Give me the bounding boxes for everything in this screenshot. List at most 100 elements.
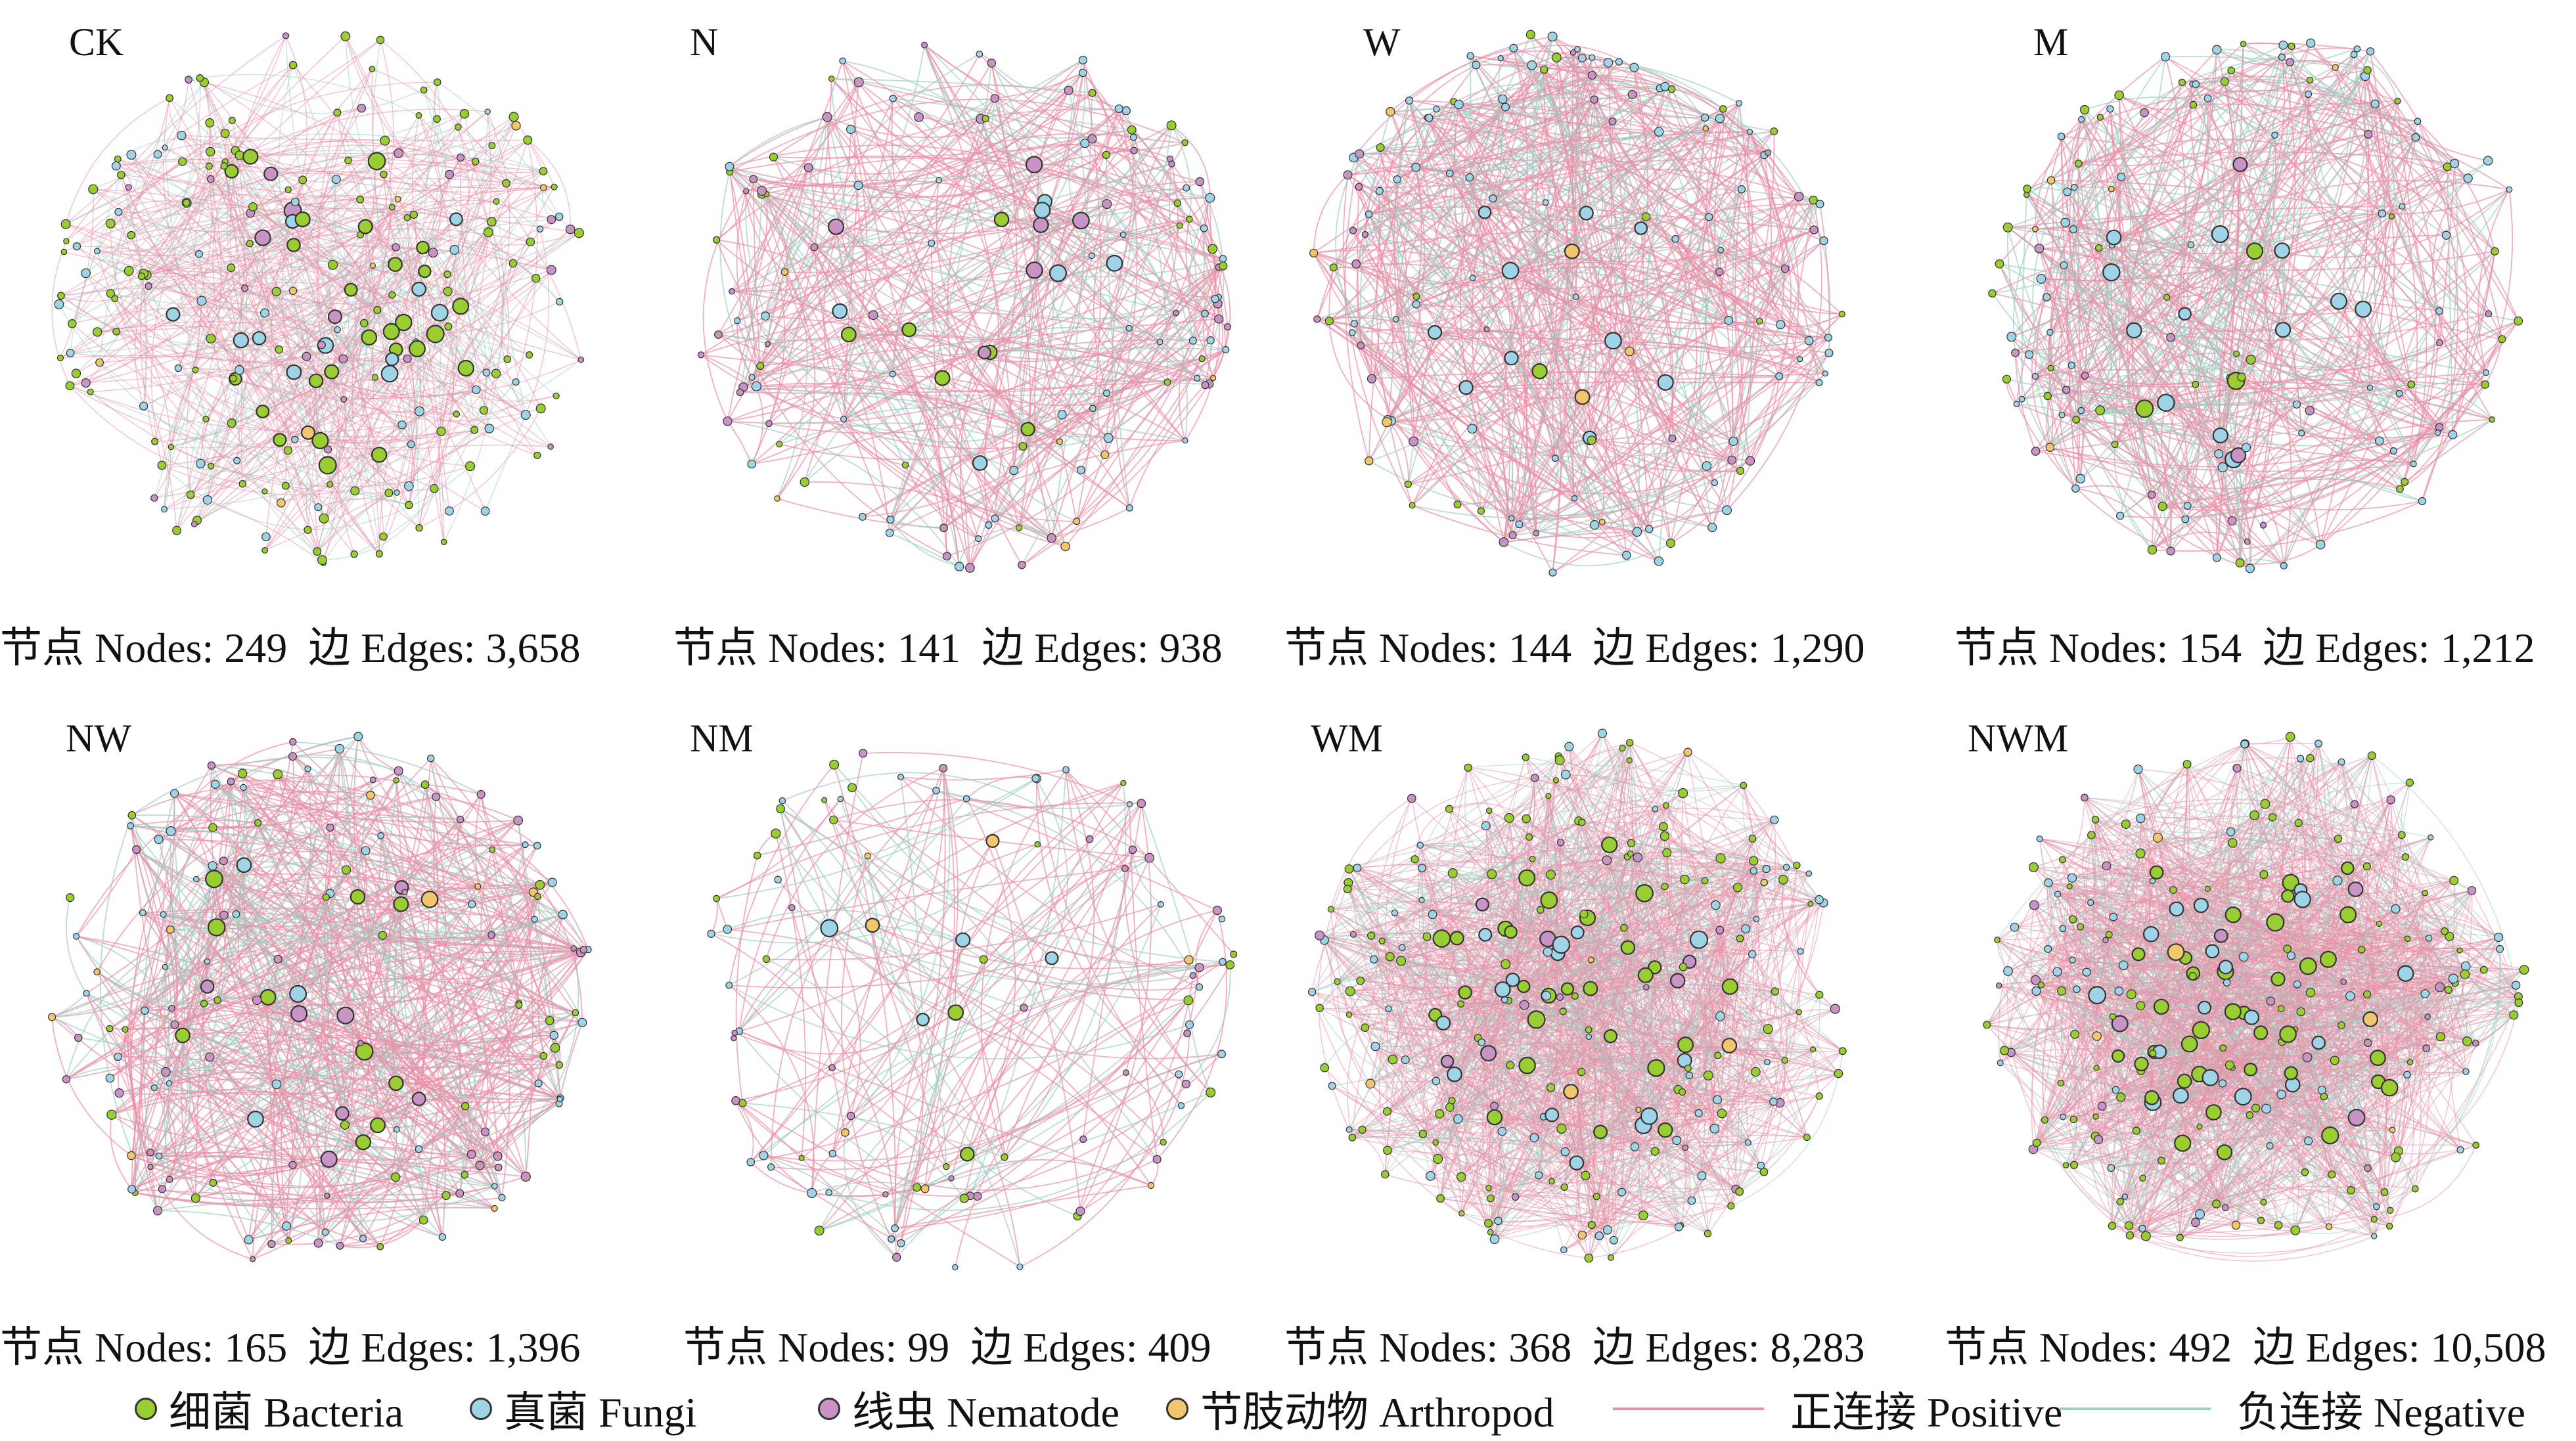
network-edge [1324, 939, 1708, 1234]
network-edge [784, 116, 828, 273]
bacteria-node [56, 354, 64, 362]
network-edge [2007, 227, 2248, 543]
network-edge [174, 793, 214, 828]
network-edge [162, 1042, 361, 1189]
network-edge [761, 190, 1202, 363]
bacteria-node [533, 451, 541, 459]
network-edge [1486, 328, 1715, 483]
fungi-node [170, 789, 179, 798]
network-edge [2060, 365, 2081, 479]
fungi-node [2217, 462, 2228, 473]
network-edge [2411, 384, 2493, 420]
network-edge [357, 736, 534, 893]
network-edge [752, 179, 761, 366]
network-edge [1333, 131, 1660, 268]
fungi-node [291, 435, 299, 443]
network-edge [1684, 887, 1745, 1148]
network-edge [1329, 315, 1435, 333]
bacteria-node [443, 286, 453, 296]
bacteria-node [192, 366, 199, 374]
network-edge [1505, 106, 1660, 133]
network-edge [2439, 163, 2458, 428]
network-edge [2207, 98, 2275, 136]
network-edge [2263, 432, 2438, 526]
network-edge [943, 137, 1136, 529]
fungi-node [1121, 106, 1131, 116]
network-edge [2250, 51, 2371, 360]
network-edge [1021, 125, 1172, 565]
nematode-node [206, 175, 215, 183]
bacteria-node [380, 135, 390, 146]
fungi-node [2192, 80, 2200, 89]
fungi-node [1045, 951, 1059, 965]
network-edge [413, 214, 450, 512]
network-edge [2246, 330, 2284, 542]
bacteria-node [2178, 78, 2186, 87]
nematode-node [324, 445, 332, 454]
bacteria-node [106, 289, 115, 298]
bacteria-node [237, 768, 248, 778]
network-edge [223, 891, 405, 920]
network-edge [135, 1098, 560, 1205]
bacteria-node [947, 1004, 964, 1021]
network-edge [1168, 164, 1194, 341]
network-edge [2421, 384, 2486, 502]
fungi-node [1049, 264, 1067, 282]
network-edge [1727, 868, 1767, 1207]
network-edge [1555, 780, 1730, 987]
nematode-node [2166, 546, 2175, 556]
fungi-node [888, 1235, 895, 1243]
bacteria-node [379, 532, 388, 541]
network-edge [1500, 57, 1706, 118]
network-edge [2184, 56, 2296, 520]
network-edge [1454, 1004, 1466, 1075]
nematode-node [2227, 516, 2237, 526]
network-edge [2320, 251, 2496, 545]
network-edge [756, 197, 1211, 388]
fungi-node [2013, 401, 2020, 408]
nematode-node [1064, 85, 1073, 95]
network-edge [966, 776, 1037, 799]
network-edge [382, 161, 476, 537]
network-edge [985, 118, 1035, 271]
bacteria-node [934, 370, 951, 386]
nematode-node [1355, 149, 1365, 159]
bacteria-node [420, 86, 428, 94]
fungi-node [558, 910, 568, 920]
network-edge [85, 273, 177, 531]
bacteria-node [1756, 317, 1763, 325]
network-edge [66, 897, 87, 994]
network-edge [1342, 175, 1413, 506]
network-edge [1391, 357, 1512, 422]
network-edge [1743, 785, 1811, 904]
network-edge [2152, 49, 2240, 550]
network-edge [383, 174, 466, 369]
network-edge [1470, 55, 1646, 217]
network-edge [1494, 1046, 1839, 1107]
fungi-node [1548, 568, 1557, 577]
network-edge [76, 246, 412, 445]
network-edge [742, 803, 1142, 1104]
network-edge [2447, 166, 2454, 435]
fungi-node [1089, 405, 1096, 412]
network-edge [831, 768, 945, 1069]
fungi-node [2280, 562, 2288, 569]
fungi-node [166, 826, 176, 836]
fungi-node [1057, 410, 1067, 420]
network-edge [491, 934, 583, 1023]
network-edge [1414, 808, 1450, 860]
bacteria-node [2192, 380, 2200, 388]
network-panel-w: W 节点 Nodes: 144 边 Edges: 1,290 [1284, 0, 1928, 699]
network-edge [157, 1210, 340, 1247]
bacteria-node [1020, 422, 1035, 437]
network-edge [276, 780, 397, 1085]
network-edge [380, 39, 489, 233]
bacteria-node [238, 479, 247, 488]
network-nodes [1309, 30, 1845, 577]
bacteria-node [340, 31, 351, 41]
fungi-node [962, 795, 970, 803]
fungi-node [359, 1235, 367, 1243]
network-edge [118, 211, 286, 486]
panel-label: NM [690, 717, 754, 760]
network-edge [1453, 101, 1828, 338]
